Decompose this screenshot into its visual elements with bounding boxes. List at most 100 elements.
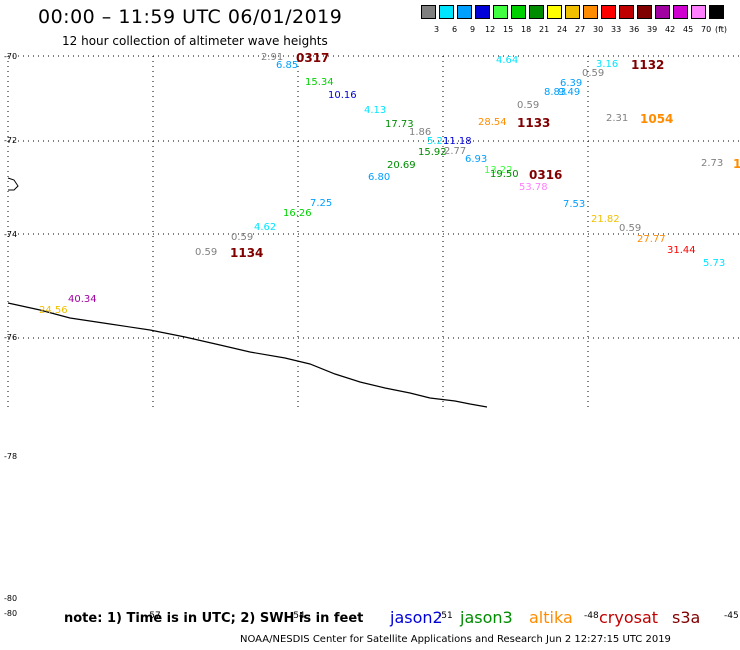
lat-label: -78 bbox=[4, 452, 18, 461]
wave-height-reading: 28.54 bbox=[478, 117, 507, 128]
satellite-s3a: s3a bbox=[672, 608, 701, 627]
wave-height-reading: 1.86 bbox=[409, 127, 432, 138]
wave-height-reading: 2.77 bbox=[444, 146, 467, 157]
wave-height-reading: 0.59 bbox=[195, 247, 218, 258]
legend-swatch bbox=[439, 5, 454, 19]
legend-swatch bbox=[655, 5, 670, 19]
wave-height-reading: 4.64 bbox=[496, 55, 519, 66]
wave-height-reading: 15.34 bbox=[305, 77, 334, 88]
wave-height-reading: 13.22 bbox=[484, 165, 513, 176]
wave-height-reading: 6.80 bbox=[368, 172, 391, 183]
wave-height-reading: 11.18 bbox=[443, 136, 472, 147]
legend-swatch bbox=[619, 5, 634, 19]
lon-label: -51 bbox=[438, 611, 453, 621]
wave-height-reading: 2.31 bbox=[606, 113, 629, 124]
legend-label: 12 bbox=[485, 25, 496, 34]
satellite-altika: altika bbox=[529, 608, 573, 627]
wave-height-reading: 10.16 bbox=[328, 90, 357, 101]
lon-label: -45 bbox=[724, 611, 739, 621]
legend-swatch bbox=[475, 5, 490, 19]
island-coastline bbox=[7, 177, 19, 191]
wave-height-reading: 8.83 bbox=[544, 87, 567, 98]
satellite-jason2: jason2 bbox=[390, 608, 443, 627]
wave-height-reading: 0.59 bbox=[517, 100, 540, 111]
pass-time-label: 1054 bbox=[640, 112, 674, 126]
wave-height-reading: 9.49 bbox=[558, 87, 581, 98]
wave-height-reading: 0.59 bbox=[619, 223, 642, 234]
legend-label: 18 bbox=[521, 25, 532, 34]
legend-label: 9 bbox=[470, 25, 476, 34]
lon-label: -54 bbox=[290, 611, 305, 621]
map-subtitle: 12 hour collection of altimeter wave hei… bbox=[62, 34, 328, 48]
legend-swatch bbox=[457, 5, 472, 19]
legend-swatch bbox=[601, 5, 616, 19]
legend-label: 15 bbox=[503, 25, 514, 34]
wave-height-reading: 6.39 bbox=[560, 78, 583, 89]
graticule bbox=[7, 55, 740, 408]
wave-height-reading: 31.44 bbox=[667, 245, 696, 256]
legend-swatch bbox=[493, 5, 508, 19]
legend-label: 21 bbox=[539, 25, 550, 34]
legend-swatch bbox=[529, 5, 544, 19]
legend-swatch bbox=[421, 5, 436, 19]
wave-height-reading: 3.16 bbox=[596, 59, 619, 70]
wave-height-reading: 4.13 bbox=[364, 105, 387, 116]
lat-label: -76 bbox=[4, 333, 18, 342]
wave-height-reading: 20.69 bbox=[387, 160, 416, 171]
wave-height-reading: 27.77 bbox=[637, 234, 666, 245]
wave-height-reading: 15.92 bbox=[418, 147, 447, 158]
credit-line: NOAA/NESDIS Center for Satellite Applica… bbox=[240, 634, 671, 645]
wave-height-reading: 17.73 bbox=[385, 119, 414, 130]
legend-label: 3 bbox=[434, 25, 440, 34]
wave-height-reading: 19.50 bbox=[490, 169, 519, 180]
wave-height-reading: 21.82 bbox=[591, 214, 620, 225]
legend-label: 45 bbox=[683, 25, 694, 34]
legend-swatch bbox=[583, 5, 598, 19]
legend-label: 30 bbox=[593, 25, 604, 34]
wave-height-reading: 7.25 bbox=[310, 198, 333, 209]
pass-time-label: 1133 bbox=[517, 116, 551, 130]
legend-swatch bbox=[547, 5, 562, 19]
wave-height-reading: 6.85 bbox=[276, 60, 299, 71]
wave-height-reading: 1 bbox=[733, 157, 740, 171]
lon-label: -57 bbox=[146, 611, 161, 621]
wave-height-reading: 2.73 bbox=[701, 158, 724, 169]
lat-label: -80 bbox=[4, 594, 18, 603]
legend-label: 6 bbox=[452, 25, 458, 34]
wave-height-reading: 2.91 bbox=[261, 52, 284, 63]
wave-height-reading: 7.53 bbox=[563, 199, 586, 210]
pass-time-label: 0316 bbox=[529, 168, 563, 182]
wave-height-reading: 0.59 bbox=[231, 232, 254, 243]
legend-label: 39 bbox=[647, 25, 658, 34]
pass-time-label: 0317 bbox=[296, 51, 330, 65]
lat-label: -72 bbox=[4, 136, 18, 145]
wave-height-reading: 40.34 bbox=[68, 294, 97, 305]
wave-height-reading: 24.56 bbox=[39, 305, 68, 316]
wave-height-reading: 4.62 bbox=[254, 222, 277, 233]
legend-units: (ft) bbox=[715, 25, 728, 34]
lat-label: -80 bbox=[4, 609, 18, 618]
footer-note: note: 1) Time is in UTC; 2) SWH is in fe… bbox=[64, 611, 364, 626]
satellite-jason3: jason3 bbox=[460, 608, 513, 627]
wave-height-reading: 53.78 bbox=[519, 182, 548, 193]
pass-time-label: 1132 bbox=[631, 58, 665, 72]
legend-swatch bbox=[691, 5, 706, 19]
wave-height-reading: 16.26 bbox=[283, 208, 312, 219]
legend-swatch bbox=[511, 5, 526, 19]
ice-shelf-coastline bbox=[7, 302, 488, 408]
lat-label: -74 bbox=[4, 230, 18, 239]
legend-swatch bbox=[637, 5, 652, 19]
lon-label: -48 bbox=[584, 611, 599, 621]
lat-label: -70 bbox=[4, 52, 18, 61]
legend-swatch bbox=[709, 5, 724, 19]
legend-swatch bbox=[565, 5, 580, 19]
satellite-cryosat: cryosat bbox=[599, 608, 659, 627]
wave-height-reading: 5.21 bbox=[427, 136, 450, 147]
legend-label: 33 bbox=[611, 25, 622, 34]
wave-height-reading: 5.73 bbox=[703, 258, 726, 269]
legend-label: 70 bbox=[701, 25, 712, 34]
legend-label: 36 bbox=[629, 25, 640, 34]
legend-label: 27 bbox=[575, 25, 586, 34]
map-title: 00:00 – 11:59 UTC 06/01/2019 bbox=[38, 6, 343, 28]
